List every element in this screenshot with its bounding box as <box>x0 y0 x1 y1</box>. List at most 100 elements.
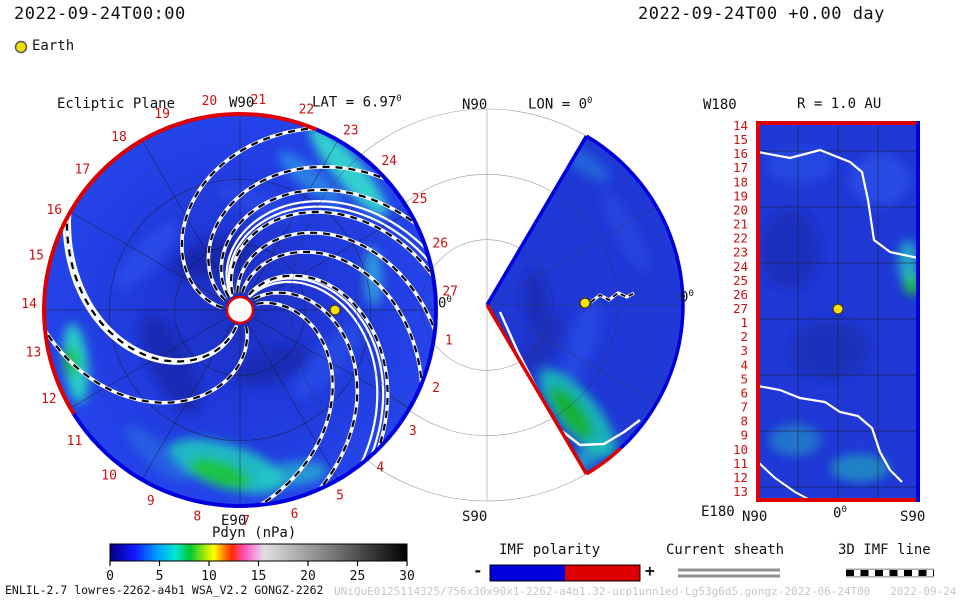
ecliptic-e90-label: E90 <box>221 513 247 529</box>
meridional-lon-label: LON = 00 <box>528 96 593 113</box>
day-label: 27 <box>442 285 458 300</box>
radial-tick-zero: 00 <box>833 505 847 522</box>
day-label: 24 <box>381 154 397 169</box>
current-sheet-line <box>248 280 379 465</box>
imf-dashed-line <box>45 326 249 404</box>
wedge-arc-positive <box>585 446 622 476</box>
imf-minus-sign: - <box>473 561 483 580</box>
day-label: 20 <box>202 94 218 109</box>
radial-tick-s90: S90 <box>900 509 926 525</box>
current-sheet-lines-radial <box>758 148 918 500</box>
day-label: 11 <box>733 456 748 471</box>
imf-dashed-line-meridional <box>590 291 635 303</box>
imf-dashed-line <box>207 165 387 302</box>
meridional-zero-label: 00 <box>680 289 694 306</box>
day-label: 10 <box>733 442 748 457</box>
day-label: 26 <box>733 287 748 302</box>
wedge-arc-negative <box>585 134 685 450</box>
imf-dashed-line <box>241 250 423 384</box>
current-sheet-line-meridional <box>498 311 641 447</box>
day-label: 12 <box>41 392 57 407</box>
day-label: 7 <box>242 514 250 529</box>
ecliptic-title: Ecliptic Plane <box>57 96 176 112</box>
radial-tick-n90: N90 <box>742 509 768 525</box>
imf-line-title: 3D IMF line <box>838 542 931 558</box>
ecliptic-w90-label: W90 <box>229 95 255 111</box>
day-label: 20 <box>733 203 748 218</box>
day-label: 9 <box>740 428 748 443</box>
day-label: 15 <box>733 132 748 147</box>
day-label: 25 <box>733 273 748 288</box>
radial-grid <box>758 123 918 500</box>
day-label: 18 <box>733 174 748 189</box>
earth-legend-label: Earth <box>32 38 75 54</box>
day-label: 15 <box>28 248 44 263</box>
colorbar-tick-label: 20 <box>300 569 316 584</box>
current-sheet-line <box>227 205 432 297</box>
colorbar-tick-label: 15 <box>251 569 267 584</box>
imf-dashed-line <box>220 188 417 298</box>
imf-dashed-line <box>256 301 334 505</box>
imf-positive-swatch <box>565 565 640 581</box>
day-label: 17 <box>733 160 748 175</box>
meridional-n90-label: N90 <box>462 97 488 113</box>
radial-borders <box>756 121 920 502</box>
earth-marker-ecliptic <box>329 304 341 316</box>
current-sheath-title: Current sheath <box>666 542 785 558</box>
day-label: 26 <box>432 237 448 252</box>
day-label: 25 <box>412 192 428 207</box>
wedge-top-edge <box>485 135 588 306</box>
day-label: 6 <box>291 507 299 522</box>
ecliptic-lat-label: LAT = 6.970 <box>312 94 402 111</box>
day-label: 4 <box>740 357 748 372</box>
day-label: 13 <box>26 346 42 361</box>
model-info: ENLIL-2.7 lowres-2262-a4b1 WSA_V2.2 GONG… <box>5 583 324 597</box>
colorbar-tick-label: 5 <box>156 569 164 584</box>
sun-marker <box>225 295 255 325</box>
imf-swatch-border <box>489 564 641 582</box>
day-label: 16 <box>46 203 62 218</box>
day-label: 8 <box>193 510 201 525</box>
day-label: 2 <box>432 381 440 396</box>
imf-dashed-line <box>253 291 359 490</box>
day-label: 1 <box>445 334 453 349</box>
day-label: 3 <box>409 424 417 439</box>
day-label: 22 <box>733 231 748 246</box>
day-label: 17 <box>75 163 91 178</box>
imf-dashed-line <box>65 218 237 363</box>
day-label: 18 <box>111 130 127 145</box>
imf-plus-sign: + <box>645 561 655 580</box>
day-label: 9 <box>147 494 155 509</box>
timestamp-left: 2022-09-24T00:00 <box>14 4 186 24</box>
current-sheet-line <box>247 277 385 457</box>
radial-w180-label: W180 <box>703 97 737 113</box>
day-label: 8 <box>740 414 748 429</box>
ecliptic-zero-label: 00 <box>438 295 452 312</box>
density-features <box>760 147 918 482</box>
day-label: 5 <box>740 371 748 386</box>
colorbar-tick-label: 25 <box>350 569 366 584</box>
day-label: 27 <box>733 301 748 316</box>
day-label: 24 <box>733 259 748 274</box>
day-label: 14 <box>21 297 37 312</box>
colorbar <box>109 543 408 562</box>
timestamp-right: 2022-09-24T00 +0.00 day <box>638 4 885 24</box>
day-label: 10 <box>101 469 117 484</box>
imf-dashed-line <box>236 231 435 331</box>
day-label: 3 <box>740 343 748 358</box>
day-label: 22 <box>299 103 315 118</box>
imf-spiral-lines <box>45 126 435 505</box>
current-sheet-line <box>225 199 428 298</box>
day-label: 13 <box>733 484 748 499</box>
polarity-ring-positive <box>41 111 318 415</box>
day-label: 23 <box>343 123 359 138</box>
earth-legend-dot <box>14 40 28 54</box>
day-label: 5 <box>336 489 344 504</box>
day-label: 21 <box>733 217 748 232</box>
wedge-bottom-edge <box>485 304 588 475</box>
earth-marker-meridional <box>579 297 591 309</box>
day-label: 19 <box>154 107 170 122</box>
day-label: 2 <box>740 329 748 344</box>
